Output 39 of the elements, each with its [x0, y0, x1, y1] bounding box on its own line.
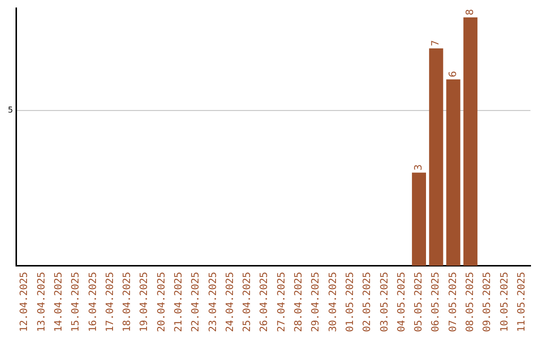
- x-tick-label: 08.05.2025: [465, 272, 476, 332]
- x-tick-label: 06.05.2025: [430, 272, 442, 332]
- data-label: 3: [414, 164, 425, 171]
- x-tick-label: 22.04.2025: [190, 272, 202, 332]
- x-tick-label: 17.04.2025: [104, 272, 116, 332]
- x-tick-label: 29.04.2025: [310, 272, 322, 332]
- bar: [446, 79, 460, 266]
- x-tick-label: 20.04.2025: [156, 272, 168, 332]
- x-tick-label: 09.05.2025: [482, 272, 494, 332]
- x-tick-label: 07.05.2025: [448, 272, 459, 332]
- x-tick-label: 23.04.2025: [208, 272, 219, 332]
- x-tick-label: 05.05.2025: [414, 272, 425, 332]
- x-tick-label: 12.04.2025: [19, 272, 30, 332]
- x-tick-label: 14.04.2025: [53, 272, 64, 332]
- x-tick-label: 27.04.2025: [276, 272, 288, 332]
- x-tick-label: 19.04.2025: [139, 272, 150, 332]
- x-tick-label: 25.04.2025: [242, 272, 254, 332]
- x-tick-label: 11.05.2025: [516, 272, 528, 332]
- x-tick-label: 30.04.2025: [328, 272, 339, 332]
- data-label: 6: [448, 71, 459, 78]
- x-tick-label: 15.04.2025: [70, 272, 82, 332]
- x-tick-label: 01.05.2025: [344, 272, 356, 332]
- x-tick-label: 13.04.2025: [36, 272, 48, 332]
- bar: [429, 48, 444, 266]
- x-tick-label: 02.05.2025: [362, 272, 374, 332]
- x-tick-label: 03.05.2025: [379, 272, 390, 332]
- x-tick-label: 21.04.2025: [174, 272, 184, 332]
- x-tick-label: 28.04.2025: [294, 272, 305, 332]
- data-label: 7: [430, 40, 442, 46]
- x-tick-label: 16.04.2025: [88, 272, 99, 332]
- x-tick-label: 04.05.2025: [396, 272, 408, 332]
- bar: [463, 17, 478, 266]
- y-tick-label: 5: [8, 106, 13, 115]
- x-tick-label: 18.04.2025: [122, 272, 134, 332]
- x-tick-label: 24.04.2025: [224, 272, 236, 332]
- x-tick-label: 10.05.2025: [499, 272, 510, 332]
- data-label: 8: [465, 8, 476, 16]
- x-tick-label: 26.04.2025: [259, 272, 270, 332]
- bar: [412, 172, 426, 266]
